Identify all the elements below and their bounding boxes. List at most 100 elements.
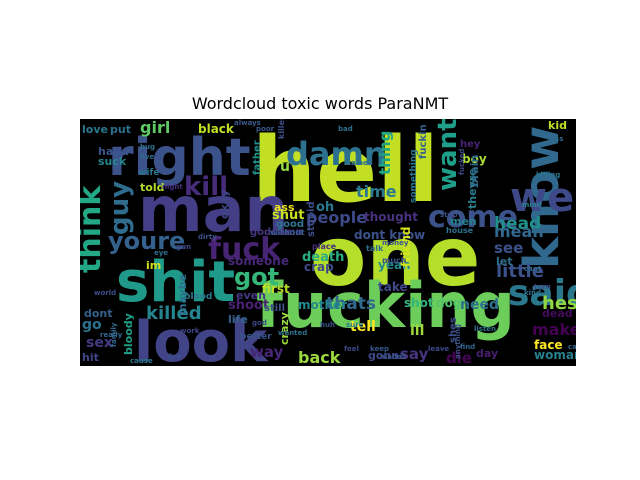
word-shoot: shoot <box>228 298 269 313</box>
word-ass: ass <box>274 201 295 214</box>
word-mean: mean <box>494 222 544 241</box>
word-turn: turn <box>534 283 551 291</box>
word-ill: ill <box>410 323 424 339</box>
word-die: die <box>446 349 472 366</box>
word-way: way <box>250 343 284 361</box>
word-kiss: kiss <box>548 135 563 143</box>
word-see: see <box>494 239 523 257</box>
word-one: one <box>310 210 480 305</box>
word-still: still <box>264 303 285 314</box>
word-huh: huh <box>320 321 335 329</box>
word-sex: sex <box>86 335 113 351</box>
word-sure: sure <box>346 321 364 329</box>
word-anything: anything <box>454 324 462 359</box>
word-keep: keep <box>370 345 389 353</box>
word-fucking: fucking <box>256 269 515 342</box>
word-u: u <box>280 159 290 175</box>
word-woman: woman <box>534 348 576 362</box>
word-world: world <box>94 289 116 297</box>
word-thats: thats <box>326 294 376 314</box>
word-hit: hit <box>82 351 99 364</box>
word-day: day <box>476 347 498 360</box>
word-crap: crap <box>304 260 334 274</box>
word-made: made <box>380 353 402 361</box>
word-hes: hes <box>542 293 576 314</box>
word-guy: guy <box>105 181 135 235</box>
word-bug: bug <box>140 143 155 151</box>
word-hell: hell <box>252 119 439 223</box>
word-head: head <box>494 214 541 234</box>
word-shit: shit <box>116 250 235 315</box>
word-cause: cause <box>130 357 153 365</box>
word-said: said <box>508 273 576 314</box>
word-suck: suck <box>98 155 127 168</box>
word-boy: boy <box>462 152 487 166</box>
word-shes: shes <box>448 317 459 343</box>
word-gonna: gonna <box>368 349 407 362</box>
word-eye: eye <box>154 249 168 257</box>
word-little: little <box>496 261 544 282</box>
word-people: people <box>306 208 367 227</box>
word-someone: someone <box>228 254 289 268</box>
word-dead: dead <box>542 307 573 320</box>
word-well: well <box>510 175 576 221</box>
word-cant: cant <box>524 265 542 273</box>
word-man: man <box>138 173 289 246</box>
word-find: find <box>460 343 475 351</box>
word-go: go <box>82 317 102 333</box>
chart-title: Wordcloud toxic words ParaNMT <box>191 94 449 113</box>
word-listen: listen <box>474 325 496 333</box>
word-wife: wife <box>138 168 159 178</box>
word-black: black <box>198 122 235 136</box>
word-dont-know: dont know <box>354 228 425 242</box>
word-tell: tell <box>350 319 376 335</box>
word-right: right <box>108 128 251 188</box>
word-theyre: theyre <box>466 168 479 209</box>
word-life: life <box>228 313 248 326</box>
word-kind: kind <box>524 289 541 297</box>
word-name: name <box>346 159 368 167</box>
word-shot: shot <box>404 296 434 310</box>
word-okay: okay <box>218 190 231 219</box>
word-let: let <box>496 255 513 268</box>
word-got: got <box>234 263 279 291</box>
word-love: love <box>82 123 108 136</box>
word-family: family <box>110 322 118 347</box>
word-killer: killer <box>277 119 286 139</box>
word-feel: feel <box>344 345 359 353</box>
word-shut: shut <box>272 208 304 223</box>
word-gun: gun <box>176 243 191 251</box>
word-bloody: bloody <box>122 313 135 355</box>
word-hand: hand <box>98 145 129 158</box>
word-really: really <box>100 331 123 339</box>
word-think: think <box>80 185 108 273</box>
word-kill: kill <box>184 172 228 202</box>
word-come: come <box>428 200 518 235</box>
word-live: live <box>140 153 154 161</box>
word-night: night <box>162 183 183 191</box>
wordcloud-background <box>80 119 576 366</box>
word-face: face <box>534 338 563 352</box>
word-stop: stop <box>440 211 457 219</box>
word-hey: hey <box>460 139 481 150</box>
word-wanted: wanted <box>278 329 307 337</box>
word-time: time <box>356 182 397 201</box>
word-fire: fire <box>168 353 182 361</box>
word-something: something <box>409 149 419 203</box>
word-dirty: dirty <box>198 233 217 241</box>
word-killing: killing <box>536 171 560 179</box>
word-told: told <box>140 181 164 194</box>
word-fuck: fuck <box>208 232 281 267</box>
word-men: men <box>450 215 477 228</box>
word-stupid: stupid <box>306 201 317 237</box>
word-even: even <box>236 289 266 302</box>
word-goddamn: goddamn <box>250 227 303 238</box>
word-mind: mind <box>522 201 542 209</box>
word-kid: kid <box>548 119 567 132</box>
word-car: car <box>568 343 576 351</box>
word-yeah: yeah <box>378 258 411 272</box>
word-good: good <box>276 219 304 230</box>
word-want: want <box>433 119 463 191</box>
word-girl: girl <box>140 119 170 137</box>
